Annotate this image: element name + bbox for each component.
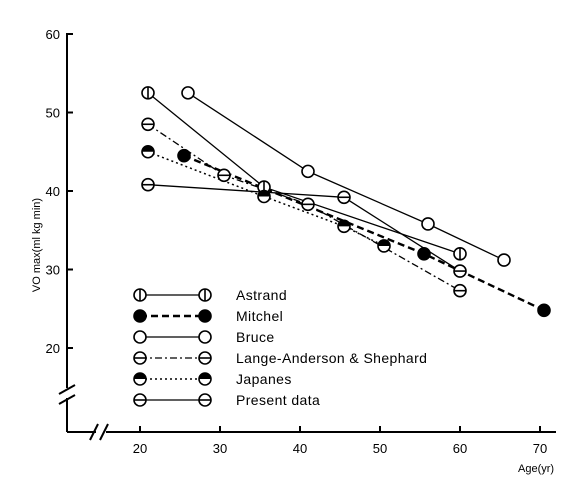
- data-point: [497, 253, 511, 267]
- legend-marker: [198, 393, 212, 407]
- legend-marker: [198, 330, 212, 344]
- data-point: [181, 86, 195, 100]
- data-point: [421, 217, 435, 231]
- data-point: [453, 283, 467, 298]
- data-point: [337, 190, 351, 205]
- marker-fill: [134, 373, 146, 379]
- data-point: [141, 177, 155, 192]
- y-tick-label: 30: [46, 263, 60, 278]
- marker-shape: [537, 303, 551, 318]
- marker-shape: [497, 253, 511, 267]
- legend-label: Bruce: [236, 329, 275, 345]
- x-tick-label: 70: [533, 441, 547, 456]
- legend-label: Lange-Anderson & Shephard: [236, 350, 427, 366]
- data-point: [301, 164, 315, 179]
- marker-shape: [417, 247, 431, 261]
- data-point: [453, 264, 467, 278]
- data-point: [377, 239, 391, 253]
- x-axis-break-mark: [89, 423, 109, 441]
- legend: Astrand Mitchel Bruce Lange-Anderson & Shep…: [133, 287, 427, 408]
- data-point: [417, 247, 431, 261]
- data-point: [453, 247, 467, 261]
- series-line: [187, 92, 505, 261]
- data-point: [141, 86, 155, 100]
- marker-shape: [421, 217, 435, 231]
- y-tick-label: 20: [46, 341, 60, 356]
- series-line: [147, 184, 461, 272]
- legend-marker: [198, 372, 212, 386]
- y-axis-title: VO max(ml kg min): [31, 198, 43, 292]
- marker-fill: [338, 220, 350, 227]
- marker-shape: [177, 148, 191, 163]
- marker-fill: [199, 373, 211, 379]
- marker-shape: [181, 86, 195, 100]
- legend-label: Japanes: [236, 371, 292, 387]
- marker-shape: [198, 330, 212, 344]
- y-tick-label: 40: [46, 184, 60, 199]
- y-tick-label: 60: [46, 27, 60, 42]
- marker-fill: [258, 190, 270, 197]
- data-point: [537, 303, 551, 318]
- ticks: 20 30 40 50 60 70 20 30 40 50 60: [46, 27, 548, 456]
- legend-label: Astrand: [236, 287, 287, 303]
- legend-marker: [133, 288, 147, 302]
- marker-fill: [378, 239, 390, 246]
- y-axis-break-mark: [58, 384, 76, 405]
- data-point: [177, 148, 191, 163]
- data-point: [337, 219, 351, 234]
- data-point: [257, 189, 271, 204]
- marker-shape: [133, 330, 147, 344]
- series-line: [147, 151, 385, 247]
- axes: [58, 33, 556, 441]
- legend-label: Present data: [236, 392, 320, 408]
- legend-marker: [133, 351, 147, 365]
- series-markers: [141, 86, 551, 318]
- x-axis-title: Age(yr): [518, 463, 554, 475]
- marker-fill: [142, 145, 154, 152]
- legend-marker: [133, 372, 147, 386]
- marker-shape: [198, 309, 212, 323]
- legend-marker: [198, 288, 212, 302]
- legend-marker: [198, 351, 212, 365]
- marker-shape: [133, 309, 147, 323]
- data-point: [141, 144, 155, 159]
- data-point: [301, 197, 315, 212]
- legend-marker: [133, 393, 147, 407]
- y-tick-label: 50: [46, 106, 60, 121]
- data-point: [141, 117, 155, 132]
- legend-label: Mitchel: [236, 308, 283, 324]
- x-tick-label: 40: [293, 441, 307, 456]
- x-tick-label: 20: [133, 441, 147, 456]
- data-point: [217, 168, 231, 183]
- x-tick-label: 60: [453, 441, 467, 456]
- marker-shape: [301, 164, 315, 179]
- legend-marker: [133, 309, 147, 323]
- legend-marker: [198, 309, 212, 323]
- x-tick-label: 30: [213, 441, 227, 456]
- x-tick-label: 50: [373, 441, 387, 456]
- legend-marker: [133, 330, 147, 344]
